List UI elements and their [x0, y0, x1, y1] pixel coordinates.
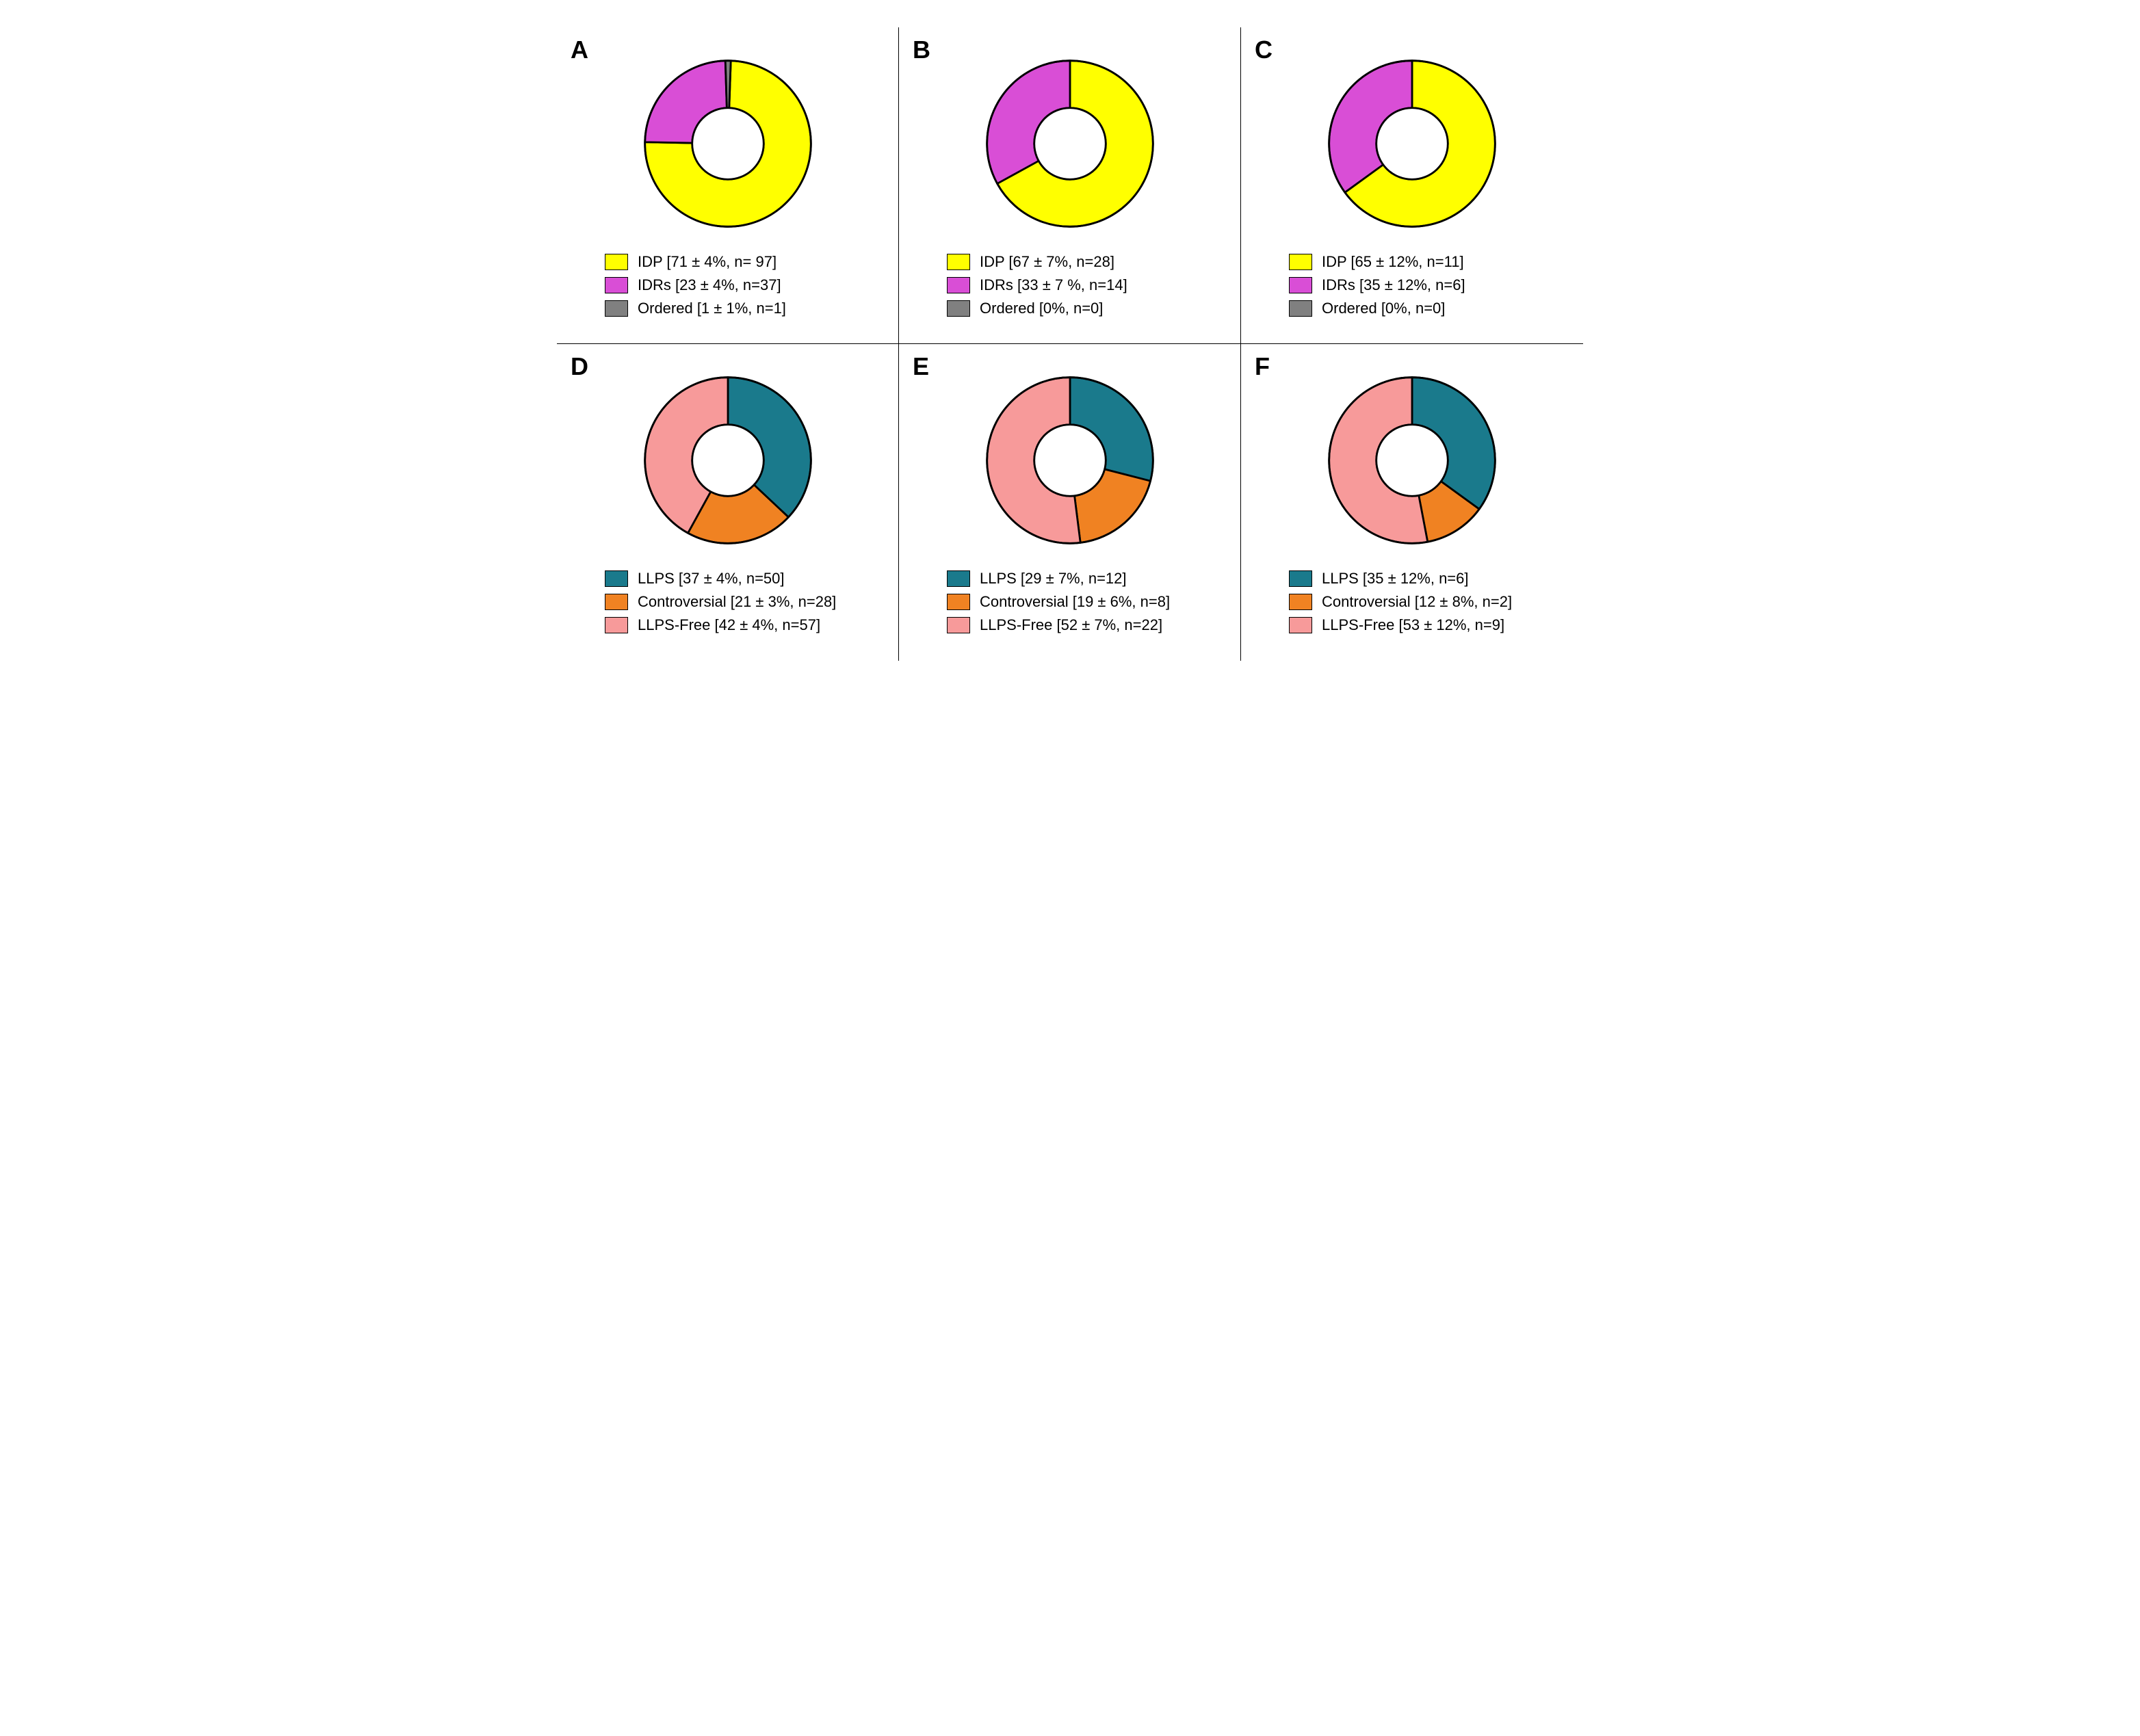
- legend-label: Ordered [1 ± 1%, n=1]: [638, 300, 786, 317]
- legend-label: IDRs [23 ± 4%, n=37]: [638, 276, 781, 294]
- figure-grid: A IDP [71 ± 4%, n= 97] IDRs [23 ± 4%, n=37…: [557, 27, 1583, 661]
- legend-label: LLPS-Free [52 ± 7%, n=22]: [980, 616, 1162, 634]
- donut-wrap: [577, 48, 878, 239]
- donut-wrap: [1262, 365, 1563, 556]
- legend-swatch: [605, 570, 628, 587]
- legend-label: Ordered [0%, n=0]: [980, 300, 1103, 317]
- legend-swatch: [1289, 617, 1312, 633]
- legend: IDP [71 ± 4%, n= 97] IDRs [23 ± 4%, n=37]…: [577, 253, 878, 317]
- legend: IDP [65 ± 12%, n=11] IDRs [35 ± 12%, n=6]…: [1262, 253, 1563, 317]
- panel-label: A: [571, 36, 588, 64]
- panel-label: C: [1255, 36, 1273, 64]
- donut-wrap: [1262, 48, 1563, 239]
- donut-chart: [974, 365, 1166, 556]
- legend-row: IDRs [23 ± 4%, n=37]: [605, 276, 878, 294]
- legend-swatch: [1289, 277, 1312, 293]
- legend-label: LLPS [29 ± 7%, n=12]: [980, 570, 1127, 588]
- legend-swatch: [947, 594, 970, 610]
- legend-label: IDP [67 ± 7%, n=28]: [980, 253, 1114, 271]
- legend-row: Ordered [1 ± 1%, n=1]: [605, 300, 878, 317]
- legend-swatch: [1289, 254, 1312, 270]
- panel-label: B: [913, 36, 930, 64]
- legend-row: IDP [67 ± 7%, n=28]: [947, 253, 1220, 271]
- legend-swatch: [1289, 300, 1312, 317]
- legend-swatch: [947, 254, 970, 270]
- legend-row: LLPS-Free [42 ± 4%, n=57]: [605, 616, 878, 634]
- donut-chart: [1316, 365, 1508, 556]
- legend-label: IDRs [35 ± 12%, n=6]: [1322, 276, 1465, 294]
- legend-row: Ordered [0%, n=0]: [947, 300, 1220, 317]
- legend: LLPS [37 ± 4%, n=50] Controversial [21 ± …: [577, 570, 878, 634]
- donut-chart: [632, 365, 824, 556]
- legend-row: Controversial [21 ± 3%, n=28]: [605, 593, 878, 611]
- legend-row: LLPS-Free [52 ± 7%, n=22]: [947, 616, 1220, 634]
- donut-inner-ring: [692, 108, 764, 180]
- donut-wrap: [919, 48, 1220, 239]
- legend-label: IDRs [33 ± 7 %, n=14]: [980, 276, 1127, 294]
- donut-inner-ring: [1376, 108, 1448, 180]
- legend-swatch: [605, 277, 628, 293]
- legend-row: LLPS [37 ± 4%, n=50]: [605, 570, 878, 588]
- panel-d: D LLPS [37 ± 4%, n=50] Controversial [21 ±…: [557, 344, 899, 661]
- donut-inner-ring: [1034, 425, 1106, 497]
- panel-e: E LLPS [29 ± 7%, n=12] Controversial [19 ±…: [899, 344, 1241, 661]
- legend-label: LLPS-Free [42 ± 4%, n=57]: [638, 616, 820, 634]
- legend-swatch: [605, 617, 628, 633]
- legend-label: IDP [71 ± 4%, n= 97]: [638, 253, 777, 271]
- legend-row: Controversial [19 ± 6%, n=8]: [947, 593, 1220, 611]
- legend-swatch: [605, 594, 628, 610]
- legend-label: LLPS-Free [53 ± 12%, n=9]: [1322, 616, 1504, 634]
- legend-label: Controversial [19 ± 6%, n=8]: [980, 593, 1170, 611]
- legend-swatch: [1289, 570, 1312, 587]
- legend-label: Controversial [12 ± 8%, n=2]: [1322, 593, 1512, 611]
- legend-label: LLPS [35 ± 12%, n=6]: [1322, 570, 1469, 588]
- legend-swatch: [605, 300, 628, 317]
- legend-row: IDP [71 ± 4%, n= 97]: [605, 253, 878, 271]
- legend-label: Ordered [0%, n=0]: [1322, 300, 1445, 317]
- legend: IDP [67 ± 7%, n=28] IDRs [33 ± 7 %, n=14]…: [919, 253, 1220, 317]
- legend-swatch: [947, 300, 970, 317]
- legend-row: LLPS-Free [53 ± 12%, n=9]: [1289, 616, 1563, 634]
- legend-swatch: [947, 277, 970, 293]
- legend-row: Ordered [0%, n=0]: [1289, 300, 1563, 317]
- legend-label: Controversial [21 ± 3%, n=28]: [638, 593, 836, 611]
- panel-label: D: [571, 352, 588, 381]
- donut-wrap: [919, 365, 1220, 556]
- donut-chart: [1316, 48, 1508, 239]
- legend-row: IDRs [35 ± 12%, n=6]: [1289, 276, 1563, 294]
- legend-label: LLPS [37 ± 4%, n=50]: [638, 570, 785, 588]
- panel-a: A IDP [71 ± 4%, n= 97] IDRs [23 ± 4%, n=37…: [557, 27, 899, 344]
- panel-c: C IDP [65 ± 12%, n=11] IDRs [35 ± 12%, n=6…: [1241, 27, 1583, 344]
- legend-swatch: [1289, 594, 1312, 610]
- legend-row: IDRs [33 ± 7 %, n=14]: [947, 276, 1220, 294]
- legend: LLPS [35 ± 12%, n=6] Controversial [12 ± …: [1262, 570, 1563, 634]
- legend-row: LLPS [35 ± 12%, n=6]: [1289, 570, 1563, 588]
- donut-chart: [974, 48, 1166, 239]
- legend-swatch: [947, 617, 970, 633]
- panel-f: F LLPS [35 ± 12%, n=6] Controversial [12 ±…: [1241, 344, 1583, 661]
- legend: LLPS [29 ± 7%, n=12] Controversial [19 ± …: [919, 570, 1220, 634]
- donut-wrap: [577, 365, 878, 556]
- panel-label: E: [913, 352, 929, 381]
- panel-label: F: [1255, 352, 1270, 381]
- legend-label: IDP [65 ± 12%, n=11]: [1322, 253, 1464, 271]
- legend-row: IDP [65 ± 12%, n=11]: [1289, 253, 1563, 271]
- panel-b: B IDP [67 ± 7%, n=28] IDRs [33 ± 7 %, n=14…: [899, 27, 1241, 344]
- legend-swatch: [605, 254, 628, 270]
- donut-inner-ring: [1034, 108, 1106, 180]
- legend-row: LLPS [29 ± 7%, n=12]: [947, 570, 1220, 588]
- donut-inner-ring: [1376, 425, 1448, 497]
- donut-chart: [632, 48, 824, 239]
- legend-swatch: [947, 570, 970, 587]
- legend-row: Controversial [12 ± 8%, n=2]: [1289, 593, 1563, 611]
- donut-slice: [725, 61, 731, 108]
- donut-inner-ring: [692, 425, 764, 497]
